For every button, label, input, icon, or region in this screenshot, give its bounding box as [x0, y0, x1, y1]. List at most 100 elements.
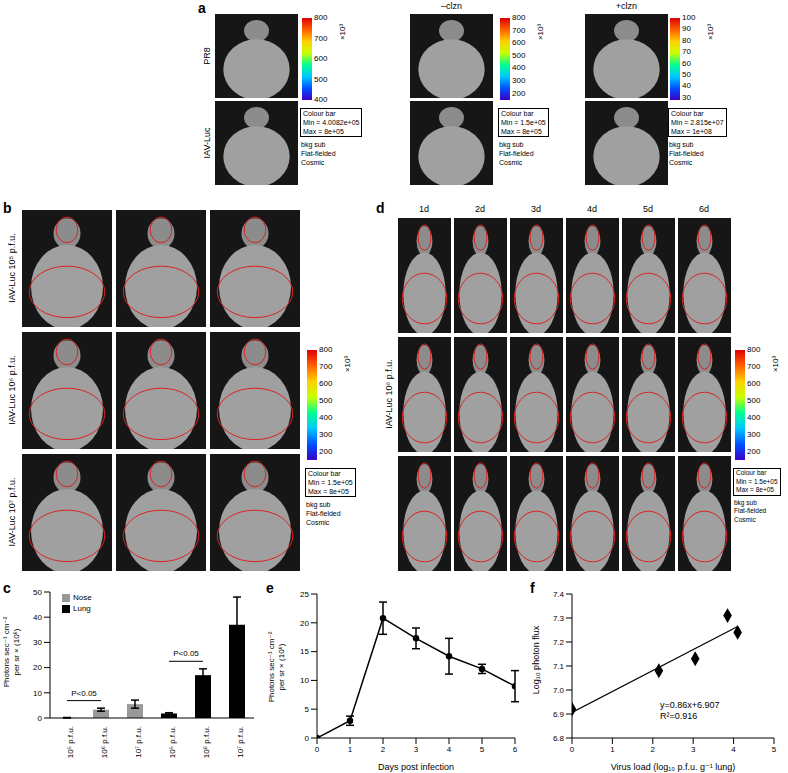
svg-text:7.3: 7.3 [553, 614, 565, 623]
svg-text:10: 10 [300, 676, 309, 685]
svg-text:0: 0 [38, 714, 43, 723]
html-text:IAV-Luc 10⁶ p.f.u.: IAV-Luc 10⁶ p.f.u. [383, 359, 394, 429]
html-text:800: 800 [747, 345, 761, 354]
html-text:70: 70 [682, 47, 691, 57]
html-text:IAV-Luc 10⁵ p.f.u.: IAV-Luc 10⁵ p.f.u. [6, 233, 17, 303]
svg-text:7.0: 7.0 [553, 686, 565, 695]
html-text:700: 700 [512, 25, 526, 35]
svg-text:P<0.05: P<0.05 [173, 649, 199, 658]
html-text:800: 800 [314, 13, 328, 22]
svg-text:5: 5 [772, 745, 777, 754]
svg-text:6: 6 [513, 745, 518, 754]
html-text:200: 200 [747, 446, 761, 456]
svg-text:6.8: 6.8 [553, 734, 565, 743]
html-text:5d: 5d [643, 204, 653, 214]
svg-text:7.1: 7.1 [553, 662, 565, 671]
svg-text:3: 3 [414, 745, 419, 754]
html-text:–clzn: –clzn [441, 1, 462, 11]
svg-text:5: 5 [305, 705, 310, 714]
html-text:IAV-Luc 10⁷ p.f.u.: IAV-Luc 10⁷ p.f.u. [6, 477, 17, 547]
svg-text:0: 0 [305, 734, 310, 743]
html-text:400: 400 [747, 412, 761, 422]
html-text:3d: 3d [531, 204, 541, 214]
svg-text:6.9: 6.9 [553, 710, 565, 719]
html-text:6d: 6d [699, 204, 709, 214]
html-text:300: 300 [512, 76, 526, 86]
html-text:700: 700 [747, 361, 761, 371]
html-text:500: 500 [314, 74, 328, 84]
html-text:200: 200 [319, 446, 333, 456]
svg-text:2: 2 [381, 745, 386, 754]
html-text:R²=0.916: R²=0.916 [660, 711, 698, 721]
svg-text:7.4: 7.4 [553, 590, 565, 599]
svg-text:1: 1 [610, 745, 615, 754]
html-text:2d: 2d [475, 204, 485, 214]
html-text:700: 700 [314, 33, 328, 43]
html-text:1d: 1d [419, 204, 429, 214]
html-text:700: 700 [319, 361, 333, 371]
svg-text:10⁷ p.f.u.: 10⁷ p.f.u. [134, 726, 143, 758]
html-text:×10³: ×10³ [706, 23, 715, 41]
html-text:80: 80 [682, 35, 691, 45]
html-text:500: 500 [747, 395, 761, 405]
html-text:300: 300 [319, 429, 333, 439]
html-text:d: d [376, 200, 385, 216]
html-text:b: b [3, 200, 12, 216]
html-text:4d: 4d [587, 204, 597, 214]
html-text:200: 200 [512, 88, 526, 98]
html-text:600: 600 [314, 54, 328, 64]
html-text:90: 90 [682, 24, 691, 34]
svg-text:4: 4 [447, 745, 452, 754]
html-text:30: 30 [682, 92, 691, 102]
svg-text:10: 10 [33, 689, 42, 698]
svg-text:7.2: 7.2 [553, 638, 565, 647]
html-text:400: 400 [314, 95, 328, 105]
svg-text:10⁷ p.f.u.: 10⁷ p.f.u. [236, 726, 245, 758]
svg-text:10⁵ p.f.u.: 10⁵ p.f.u. [66, 726, 75, 758]
svg-text:40: 40 [33, 613, 42, 622]
svg-text:2: 2 [651, 745, 656, 754]
svg-text:25: 25 [300, 590, 309, 599]
svg-text:Days post infection: Days post infection [378, 762, 454, 772]
svg-text:1: 1 [348, 745, 353, 754]
svg-text:3: 3 [691, 745, 696, 754]
html-text:×10³: ×10³ [536, 23, 545, 41]
svg-text:50: 50 [33, 588, 42, 597]
html-text:60: 60 [682, 58, 691, 68]
html-text:PR8: PR8 [201, 47, 212, 65]
html-text:50: 50 [682, 70, 691, 80]
html-text:500: 500 [512, 50, 526, 60]
html-text:100: 100 [682, 13, 696, 22]
html-text:600: 600 [512, 38, 526, 48]
html-text:400: 400 [319, 412, 333, 422]
html-text:300: 300 [747, 429, 761, 439]
svg-text:10⁵ p.f.u.: 10⁵ p.f.u. [168, 726, 177, 758]
html-text:600: 600 [319, 378, 333, 388]
svg-text:10⁶ p.f.u.: 10⁶ p.f.u. [100, 726, 109, 758]
html-text:40: 40 [682, 81, 691, 91]
html-text:400: 400 [512, 63, 526, 73]
svg-text:30: 30 [33, 638, 42, 647]
svg-text:20: 20 [33, 663, 42, 672]
svg-text:Virus load (log₁₀ p.f.u. g⁻¹ l: Virus load (log₁₀ p.f.u. g⁻¹ lung) [611, 762, 735, 772]
html-text:IAV-Luc 10⁶ p.f.u.: IAV-Luc 10⁶ p.f.u. [6, 355, 17, 425]
html-text:500: 500 [319, 395, 333, 405]
html-text:800: 800 [512, 13, 526, 22]
html-text:600: 600 [747, 378, 761, 388]
svg-text:5: 5 [480, 745, 485, 754]
svg-text:15: 15 [300, 647, 309, 656]
html-text:y=0.86x+6.907: y=0.86x+6.907 [660, 700, 720, 710]
html-text:IAV-Luc: IAV-Luc [201, 127, 212, 159]
html-text:×10³: ×10³ [338, 23, 347, 41]
html-text:Log₁₀ photon flux: Log₁₀ photon flux [530, 625, 541, 695]
svg-text:10⁶ p.f.u.: 10⁶ p.f.u. [202, 726, 211, 758]
html-text:+clzn: +clzn [615, 1, 638, 11]
svg-text:P<0.05: P<0.05 [71, 689, 97, 698]
svg-text:0: 0 [315, 745, 320, 754]
html-text:800: 800 [319, 345, 333, 354]
svg-text:4: 4 [731, 745, 736, 754]
svg-text:20: 20 [300, 619, 309, 628]
html-text:×10³: ×10³ [771, 355, 780, 373]
html-text:×10³: ×10³ [343, 355, 352, 373]
svg-text:0: 0 [570, 745, 575, 754]
